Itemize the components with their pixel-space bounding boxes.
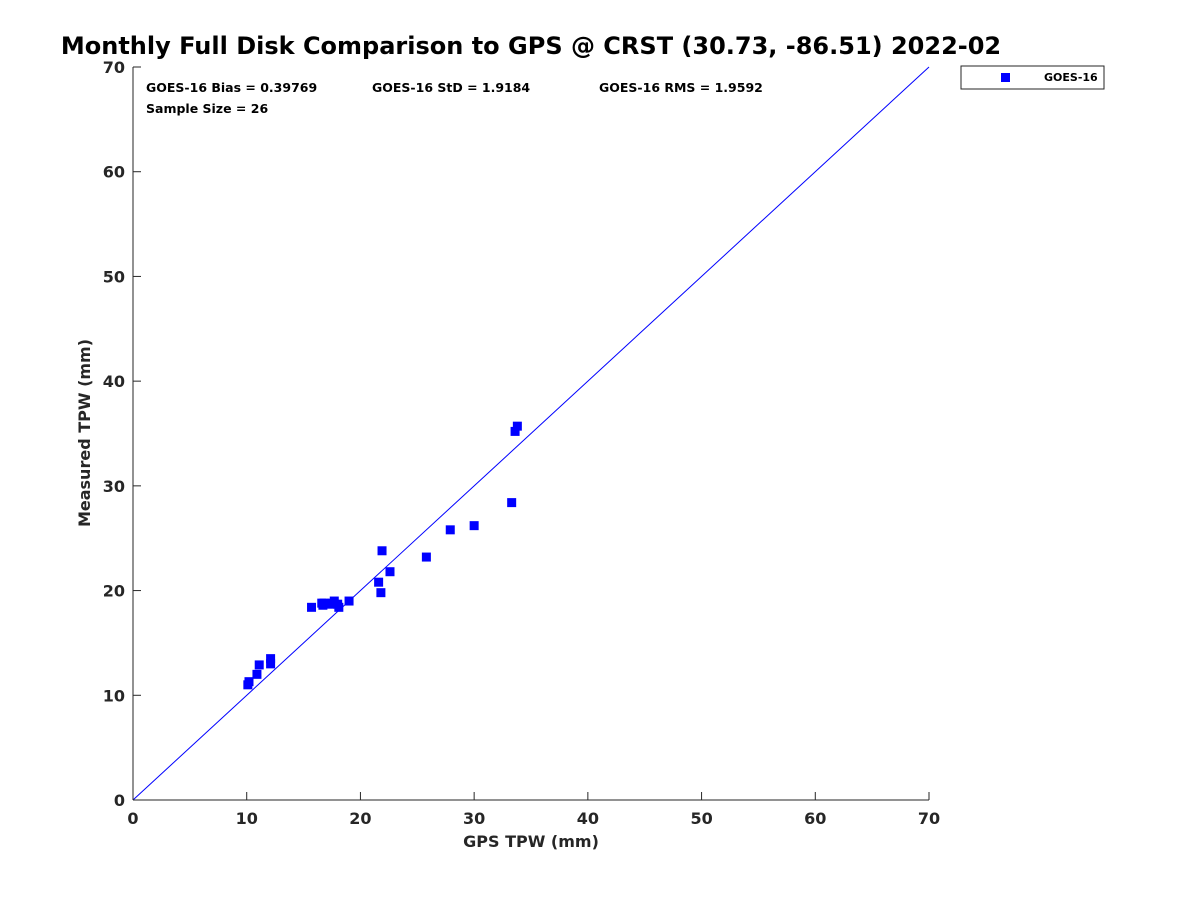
legend-box	[960, 65, 1105, 90]
x-axis-label: GPS TPW (mm)	[463, 832, 599, 851]
data-point	[374, 577, 384, 587]
data-point	[327, 598, 337, 608]
data-point	[334, 602, 344, 612]
data-point	[469, 521, 479, 531]
data-point	[507, 498, 517, 508]
data-point	[385, 567, 395, 577]
y-tick-label: 0	[114, 791, 125, 810]
legend: GOES-16	[960, 65, 1105, 90]
x-tick-label: 50	[690, 809, 712, 828]
data-point	[376, 588, 386, 598]
x-tick-label: 30	[463, 809, 485, 828]
one-to-one-line	[132, 66, 930, 801]
y-tick-label: 60	[103, 163, 125, 182]
data-point	[421, 552, 431, 562]
x-tick-label: 40	[577, 809, 599, 828]
y-tick-label: 10	[103, 686, 125, 705]
chart-title: Monthly Full Disk Comparison to GPS @ CR…	[61, 32, 1001, 60]
sample-size-annotation: Sample Size = 26	[146, 101, 268, 116]
y-axis-label: Measured TPW (mm)	[75, 339, 94, 527]
data-point	[510, 426, 520, 436]
axes: 0 10 20 30 40 50 60 70 0 10 20 30 40 50 60 70	[103, 58, 940, 828]
data-point	[307, 602, 317, 612]
x-tick-label: 0	[127, 809, 138, 828]
plot-area: 0 10 20 30 40 50 60 70 0 10 20 30 40 50 60 70	[103, 58, 940, 828]
legend-entry: GOES-16	[1044, 71, 1098, 84]
y-tick-label: 30	[103, 477, 125, 496]
bias-annotation: GOES-16 Bias = 0.39769	[146, 80, 317, 95]
y-tick-label: 20	[103, 582, 125, 601]
y-tick-label: 40	[103, 372, 125, 391]
x-tick-label: 60	[804, 809, 826, 828]
y-tick-label: 50	[103, 267, 125, 286]
data-point	[254, 660, 264, 670]
x-tick-label: 10	[236, 809, 258, 828]
data-point	[244, 677, 254, 687]
rms-annotation: GOES-16 RMS = 1.9592	[599, 80, 763, 95]
data-point	[317, 598, 327, 608]
data-points	[243, 421, 522, 690]
data-point	[344, 596, 354, 606]
data-point	[445, 525, 455, 535]
data-point	[512, 421, 522, 431]
y-tick-label: 70	[103, 58, 125, 77]
x-tick-label: 20	[349, 809, 371, 828]
data-point	[266, 659, 276, 669]
data-point	[266, 654, 276, 664]
x-tick-label: 70	[918, 809, 940, 828]
legend-marker	[1001, 73, 1010, 82]
data-point	[377, 546, 387, 556]
std-annotation: GOES-16 StD = 1.9184	[372, 80, 530, 95]
data-point	[252, 669, 262, 679]
